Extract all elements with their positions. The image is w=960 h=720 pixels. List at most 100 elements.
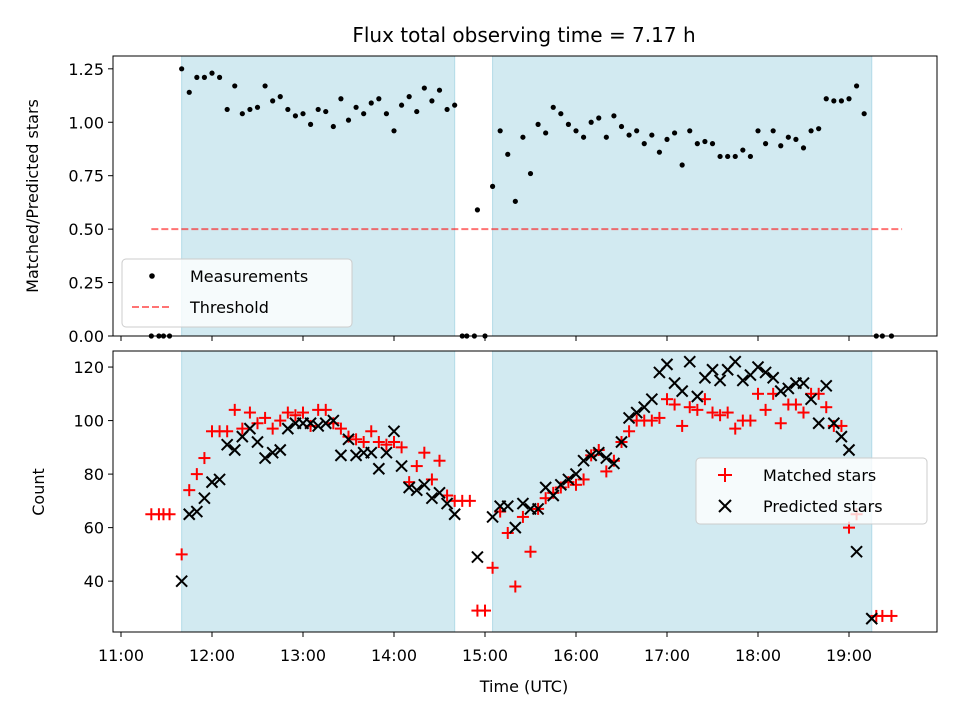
measurement-point (444, 106, 450, 113)
matched-point (395, 441, 408, 454)
measurement-point (823, 96, 829, 102)
matched-point (570, 478, 582, 491)
predicted-point (797, 376, 810, 390)
predicted-point (584, 449, 598, 462)
top-y-axis-label: Matched/Predicted stars (23, 99, 42, 293)
measurement-point (626, 132, 632, 138)
measurement-point (292, 113, 299, 119)
matched-point (623, 425, 636, 438)
predicted-point (281, 422, 295, 435)
measurement-point (436, 87, 443, 93)
matched-point (183, 484, 196, 497)
bottom-x-tick-label: 19:00 (826, 646, 872, 665)
measurement-point (323, 108, 329, 115)
measurement-point (838, 98, 845, 104)
predicted-point (751, 360, 765, 374)
measurement-point (565, 121, 572, 127)
measurement-point (732, 153, 738, 160)
top-y-tick-label: 0.25 (68, 274, 104, 293)
legend-measurements-label: Measurements (190, 267, 308, 286)
measurement-point (179, 66, 185, 72)
matched-point (729, 422, 742, 435)
predicted-point (266, 446, 279, 459)
measurement-point (414, 108, 420, 115)
predicted-point (736, 374, 750, 387)
matched-point (676, 419, 689, 432)
predicted-point (774, 384, 787, 398)
measurement-point (816, 126, 822, 132)
bottom-y-tick-label: 40 (84, 572, 104, 591)
measurement-point (664, 136, 670, 142)
measurement-point (398, 102, 405, 108)
measurement-point (853, 83, 860, 89)
matched-point (752, 387, 764, 400)
predicted-point (274, 443, 287, 457)
matched-point (281, 406, 294, 419)
measurement-point (224, 106, 230, 113)
bottom-y-tick-label: 60 (84, 519, 104, 538)
measurement-point (489, 183, 496, 189)
matched-point (365, 425, 378, 438)
shaded-region-2 (492, 55, 873, 337)
predicted-point (713, 374, 727, 387)
measurement-point (740, 147, 746, 153)
predicted-point (319, 417, 332, 430)
bottom-x-tick-label: 17:00 (644, 646, 690, 665)
top-y-tick-label: 0.00 (68, 327, 104, 346)
measurement-point (186, 89, 192, 95)
predicted-point (509, 521, 522, 534)
measurement-point (338, 96, 344, 102)
legend-measurements-marker (149, 273, 155, 279)
bottom-x-tick-label: 12:00 (189, 646, 235, 665)
measurement-point (755, 128, 761, 134)
predicted-point (395, 459, 408, 473)
matched-point (259, 411, 272, 424)
predicted-point (600, 451, 613, 465)
predicted-point (660, 358, 674, 371)
measurement-point (452, 102, 458, 108)
measurement-point (254, 104, 261, 110)
measurement-point (634, 128, 640, 134)
matched-point (479, 604, 491, 617)
measurement-point (725, 153, 731, 160)
measurement-point (376, 96, 382, 102)
predicted-point (782, 382, 795, 395)
predicted-point (569, 467, 583, 481)
measurement-point (679, 162, 685, 168)
top-y-tick-label: 0.50 (68, 220, 104, 239)
chart-title: Flux total observing time = 7.17 h (352, 23, 695, 47)
legend-matched-marker (718, 468, 732, 482)
measurement-point (550, 104, 556, 110)
measurement-point (527, 170, 534, 177)
matched-point (774, 417, 787, 430)
bottom-x-ticks: 11:00 12:00 13:00 14:00 15:00 16:00 17:00 18:00… (98, 632, 872, 665)
measurement-point (778, 143, 784, 149)
predicted-point (554, 478, 568, 492)
matched-point (797, 406, 810, 419)
predicted-point (592, 446, 605, 459)
measurement-point (330, 123, 336, 130)
matched-point (812, 387, 825, 400)
predicted-point (380, 446, 393, 459)
top-panel: 0.00 0.25 0.50 0.75 1.00 1.25 Matched/Predict… (23, 55, 938, 346)
measurement-point (808, 128, 814, 134)
matched-point (372, 435, 385, 448)
measurement-point (315, 106, 321, 113)
matched-point (820, 401, 833, 414)
matched-point (524, 545, 537, 558)
matched-point (236, 422, 249, 435)
measurement-point (209, 70, 215, 76)
bottom-x-tick-label: 16:00 (553, 646, 599, 665)
predicted-point (706, 363, 719, 376)
matched-point (516, 510, 529, 523)
predicted-point (190, 505, 204, 518)
matched-point (388, 435, 400, 448)
legend-matched-label: Matched stars (763, 466, 876, 485)
predicted-point (418, 478, 431, 492)
top-legend: Measurements Threshold (121, 258, 353, 328)
measurement-point (687, 128, 693, 134)
measurement-point (361, 111, 367, 117)
measurement-point (831, 98, 837, 104)
top-y-ticks: 0.00 0.25 0.50 0.75 1.00 1.25 (68, 60, 113, 346)
matched-point (661, 393, 673, 406)
